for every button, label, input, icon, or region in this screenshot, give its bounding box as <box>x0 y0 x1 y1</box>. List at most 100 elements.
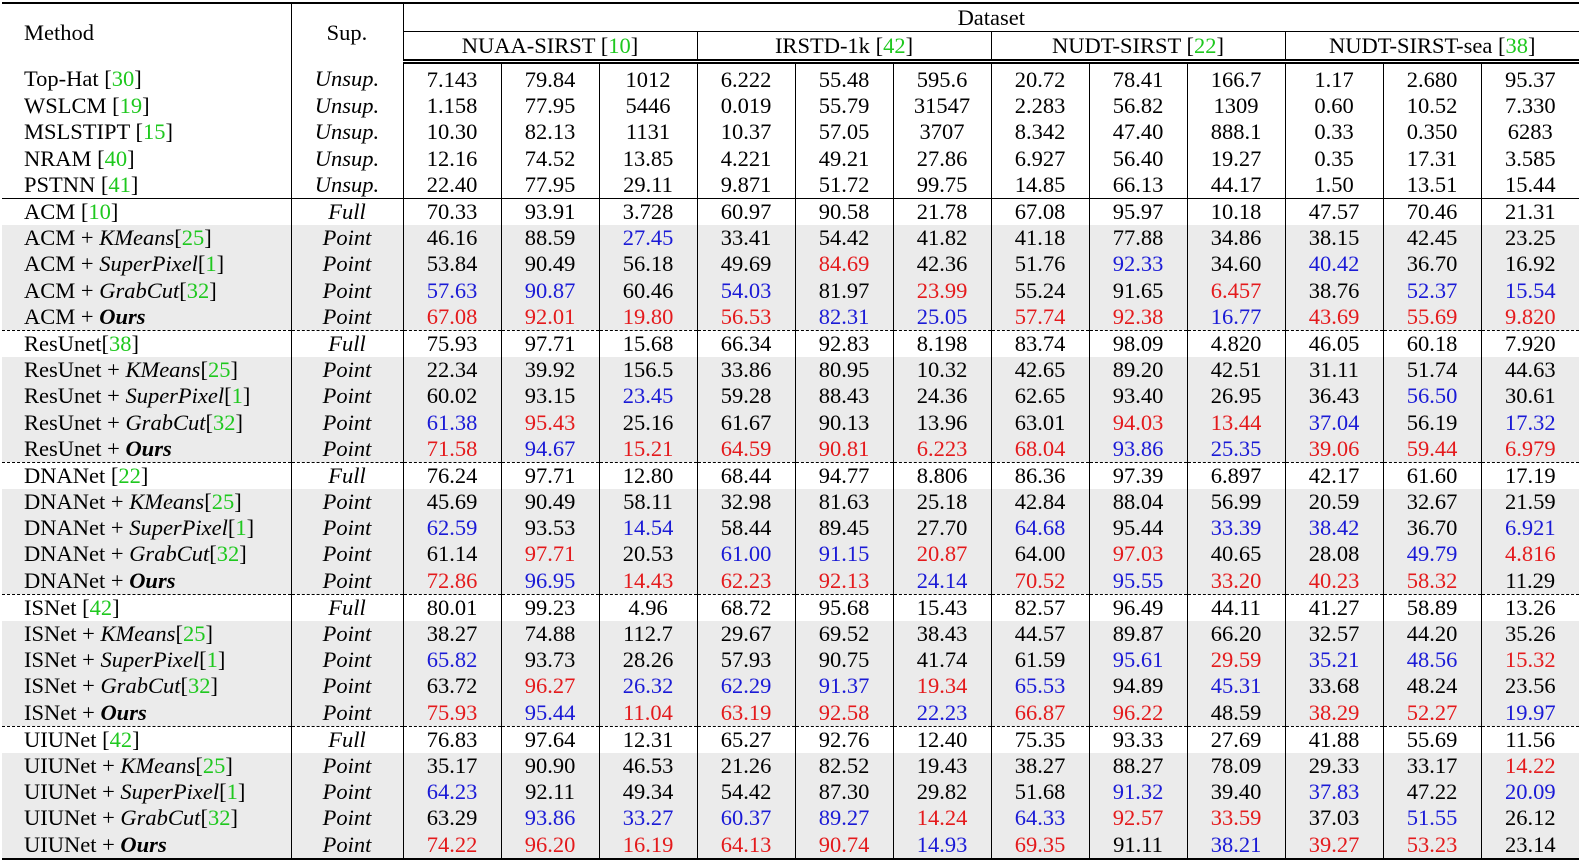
metric-value: 96.27 <box>501 673 600 700</box>
method-cell: ResUnet + Ours <box>2 435 292 463</box>
citation-link[interactable]: 32 <box>212 409 236 435</box>
metric-value: 88.43 <box>795 383 894 410</box>
metric-value: 67.08 <box>991 197 1090 226</box>
citation-link[interactable]: 41 <box>108 171 131 197</box>
table-row: ResUnet + KMeans[25] Point 22.34 39.92 156.5… <box>2 357 1580 384</box>
metric-value: 54.42 <box>697 779 796 806</box>
metric-value: 39.27 <box>1285 831 1384 860</box>
metric-value: 23.99 <box>893 277 992 304</box>
metric-value: 39.92 <box>501 357 600 384</box>
metric-value: 28.08 <box>1285 541 1384 568</box>
metric-value: 39.40 <box>1187 779 1286 806</box>
method-ours: Ours <box>100 699 147 725</box>
metric-value: 42.36 <box>893 251 992 278</box>
table-row: ResUnet[38] Full 75.93 97.71 15.68 66.34 92.83… <box>2 329 1580 358</box>
metric-value: 42.17 <box>1285 461 1384 489</box>
metric-value: 22.40 <box>403 171 502 199</box>
citation-link[interactable]: 42 <box>109 726 133 752</box>
table-row: ISNet + SuperPixel[1] Point 65.82 93.73 28.2… <box>2 647 1580 674</box>
metric-value: 60.18 <box>1383 329 1482 358</box>
citation-link[interactable]: 42 <box>89 594 113 620</box>
metric-value: 6.979 <box>1481 435 1580 463</box>
metric-value: 4.820 <box>1187 329 1286 358</box>
metric-value: 82.57 <box>991 593 1090 621</box>
metric-value: 19.80 <box>599 303 698 331</box>
method-cell: Top-Hat [30] <box>2 61 292 94</box>
header-sup: Sup. <box>291 2 404 62</box>
metric-value: 10.30 <box>403 119 502 146</box>
citation-link[interactable]: 1 <box>226 779 238 805</box>
citation-link[interactable]: 19 <box>119 93 143 119</box>
citation-link[interactable]: 38 <box>1505 32 1529 58</box>
method-cell: ISNet [42] <box>2 593 292 621</box>
citation-link[interactable]: 1 <box>235 515 247 541</box>
metric-value: 57.93 <box>697 647 796 674</box>
citation-link[interactable]: 40 <box>104 145 128 171</box>
table-row: ISNet + Ours Point 75.93 95.44 11.04 63.19 92.… <box>2 699 1580 727</box>
metric-value: 81.97 <box>795 277 894 304</box>
citation-link[interactable]: 15 <box>143 119 166 145</box>
table-row: ACM + Ours Point 67.08 92.01 19.80 56.53 82.31… <box>2 303 1580 331</box>
metric-value: 93.91 <box>501 197 600 226</box>
metric-value: 34.60 <box>1187 251 1286 278</box>
citation-link[interactable]: 25 <box>202 752 226 778</box>
method-ours: Ours <box>129 567 176 593</box>
metric-value: 33.59 <box>1187 805 1286 832</box>
citation-link[interactable]: 22 <box>118 462 141 488</box>
citation-link[interactable]: 30 <box>111 65 135 91</box>
citation-link[interactable]: 32 <box>186 277 210 303</box>
method-cell: ResUnet + SuperPixel[1] <box>2 383 292 410</box>
method-cell: UIUNet + SuperPixel[1] <box>2 779 292 806</box>
metric-value: 26.12 <box>1481 805 1580 832</box>
metric-value: 35.17 <box>403 752 502 780</box>
metric-value: 77.95 <box>501 171 600 199</box>
method-cell: UIUNet + Ours <box>2 831 292 860</box>
metric-value: 89.45 <box>795 515 894 542</box>
metric-value: 31.11 <box>1285 357 1384 384</box>
citation-link[interactable]: 22 <box>1193 32 1217 58</box>
citation-link[interactable]: 25 <box>181 225 205 251</box>
citation-link[interactable]: 25 <box>211 489 235 515</box>
metric-value: 78.41 <box>1089 61 1188 94</box>
citation-link[interactable]: 10 <box>608 32 631 58</box>
metric-value: 6.457 <box>1187 277 1286 304</box>
citation-link[interactable]: 32 <box>207 805 231 831</box>
supervision-cell: Point <box>291 673 404 700</box>
metric-value: 5446 <box>599 93 698 120</box>
citation-link[interactable]: 1 <box>205 251 217 277</box>
method-cell: ISNet + KMeans[25] <box>2 620 292 648</box>
metric-value: 6.222 <box>697 61 796 94</box>
metric-value: 54.03 <box>697 277 796 304</box>
supervision-cell: Unsup. <box>291 93 404 120</box>
citation-link[interactable]: 1 <box>206 647 218 673</box>
metric-value: 98.09 <box>1089 329 1188 358</box>
metric-value: 19.97 <box>1481 699 1580 727</box>
method-cell: ACM + Ours <box>2 303 292 331</box>
metric-value: 8.342 <box>991 119 1090 146</box>
citation-link[interactable]: 32 <box>187 673 211 699</box>
metric-value: 7.143 <box>403 61 502 94</box>
metric-value: 65.53 <box>991 673 1090 700</box>
metric-value: 94.77 <box>795 461 894 489</box>
metric-value: 48.59 <box>1187 699 1286 727</box>
metric-value: 33.41 <box>697 225 796 252</box>
supervision-cell: Point <box>291 489 404 516</box>
citation-link[interactable]: 42 <box>883 32 906 58</box>
metric-value: 9.820 <box>1481 303 1580 331</box>
citation-link[interactable]: 38 <box>109 330 132 356</box>
metric-value: 95.44 <box>501 699 600 727</box>
metric-value: 97.71 <box>501 329 600 358</box>
metric-value: 44.63 <box>1481 357 1580 384</box>
citation-link[interactable]: 25 <box>207 357 231 383</box>
citation-link[interactable]: 25 <box>182 621 206 647</box>
citation-link[interactable]: 10 <box>88 199 111 225</box>
method-addon: SuperPixel <box>99 251 198 277</box>
metric-value: 65.27 <box>697 725 796 753</box>
metric-value: 14.85 <box>991 171 1090 199</box>
metric-value: 13.51 <box>1383 171 1482 199</box>
metric-value: 40.65 <box>1187 541 1286 568</box>
supervision-cell: Point <box>291 435 404 463</box>
citation-link[interactable]: 32 <box>216 541 240 567</box>
citation-link[interactable]: 1 <box>231 383 243 409</box>
metric-value: 74.52 <box>501 145 600 172</box>
